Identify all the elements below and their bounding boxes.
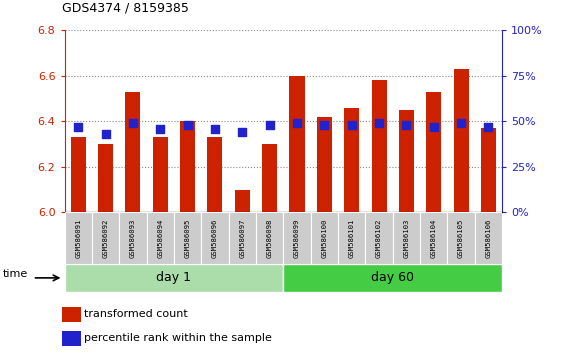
- Bar: [365, 212, 393, 264]
- Bar: [92, 212, 119, 264]
- Bar: [146, 212, 174, 264]
- Point: [156, 126, 165, 131]
- Bar: [426, 92, 442, 212]
- Text: GSM586096: GSM586096: [212, 218, 218, 258]
- Bar: [201, 212, 229, 264]
- Point: [457, 120, 466, 126]
- Point: [347, 122, 356, 128]
- Bar: [62, 307, 81, 322]
- Point: [375, 120, 384, 126]
- Text: GSM586098: GSM586098: [266, 218, 273, 258]
- Bar: [65, 264, 283, 292]
- Bar: [234, 190, 250, 212]
- Bar: [256, 212, 283, 264]
- Point: [320, 122, 329, 128]
- Text: transformed count: transformed count: [84, 309, 188, 319]
- Text: day 1: day 1: [157, 272, 191, 284]
- Point: [210, 126, 219, 131]
- Bar: [311, 212, 338, 264]
- Point: [128, 120, 137, 126]
- Bar: [371, 80, 387, 212]
- Bar: [119, 212, 146, 264]
- Bar: [289, 76, 305, 212]
- Bar: [262, 144, 277, 212]
- Bar: [283, 212, 311, 264]
- Text: GDS4374 / 8159385: GDS4374 / 8159385: [62, 1, 188, 14]
- Bar: [344, 108, 359, 212]
- Bar: [174, 212, 201, 264]
- Text: GSM586102: GSM586102: [376, 218, 382, 258]
- Bar: [71, 137, 86, 212]
- Bar: [283, 264, 502, 292]
- Text: GSM586095: GSM586095: [185, 218, 191, 258]
- Point: [238, 129, 247, 135]
- Bar: [153, 137, 168, 212]
- Text: GSM586091: GSM586091: [75, 218, 81, 258]
- Text: day 60: day 60: [371, 272, 414, 284]
- Bar: [420, 212, 448, 264]
- Point: [429, 124, 438, 130]
- Bar: [98, 144, 113, 212]
- Text: GSM586104: GSM586104: [431, 218, 436, 258]
- Point: [101, 131, 110, 137]
- Point: [73, 124, 82, 130]
- Text: percentile rank within the sample: percentile rank within the sample: [84, 333, 272, 343]
- Text: time: time: [3, 269, 28, 279]
- Bar: [208, 137, 223, 212]
- Text: GSM586092: GSM586092: [103, 218, 108, 258]
- Text: GSM586106: GSM586106: [485, 218, 491, 258]
- Bar: [180, 121, 195, 212]
- Bar: [475, 212, 502, 264]
- Bar: [317, 117, 332, 212]
- Point: [183, 122, 192, 128]
- Bar: [393, 212, 420, 264]
- Bar: [338, 212, 365, 264]
- Text: GSM586093: GSM586093: [130, 218, 136, 258]
- Text: GSM586097: GSM586097: [240, 218, 245, 258]
- Bar: [229, 212, 256, 264]
- Bar: [399, 110, 414, 212]
- Bar: [62, 331, 81, 346]
- Point: [484, 124, 493, 130]
- Bar: [453, 69, 468, 212]
- Text: GSM586099: GSM586099: [294, 218, 300, 258]
- Text: GSM586105: GSM586105: [458, 218, 464, 258]
- Bar: [448, 212, 475, 264]
- Bar: [125, 92, 140, 212]
- Text: GSM586101: GSM586101: [349, 218, 355, 258]
- Bar: [65, 212, 92, 264]
- Point: [292, 120, 301, 126]
- Text: GSM586103: GSM586103: [403, 218, 410, 258]
- Point: [402, 122, 411, 128]
- Text: GSM586100: GSM586100: [321, 218, 327, 258]
- Point: [265, 122, 274, 128]
- Bar: [481, 128, 496, 212]
- Text: GSM586094: GSM586094: [157, 218, 163, 258]
